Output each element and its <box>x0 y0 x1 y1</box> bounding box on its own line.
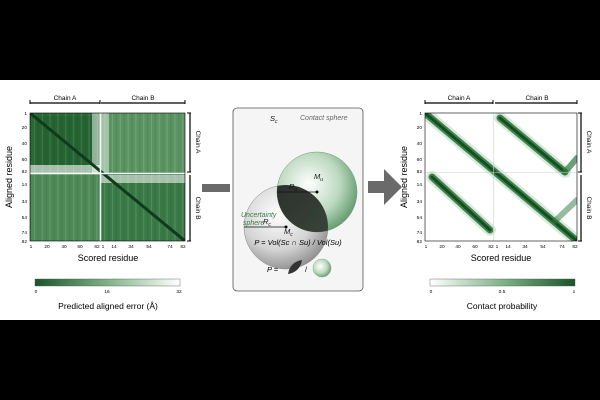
svg-text:60: 60 <box>22 157 28 163</box>
svg-text:0: 0 <box>430 289 433 295</box>
arrow-left-bar <box>202 184 230 192</box>
svg-text:0.5: 0.5 <box>499 289 506 295</box>
svg-text:20: 20 <box>417 125 423 131</box>
svg-text:82: 82 <box>488 244 494 250</box>
svg-text:Ru: Ru <box>289 182 297 193</box>
figure: Chain A Chain B Chain A Chain B <box>0 80 600 320</box>
contact-panel: Chain A Chain B Chain A Chain B 1 20 40 … <box>399 95 592 311</box>
contact-colorbar <box>429 278 576 287</box>
right-x-label: Scored residue <box>471 253 532 263</box>
svg-text:40: 40 <box>455 244 461 250</box>
svg-text:Rc: Rc <box>263 217 271 228</box>
svg-text:40: 40 <box>61 244 67 250</box>
right-y-label: Aligned residue <box>399 146 409 208</box>
contact-sphere-label: Contact sphere <box>300 115 348 122</box>
left-x-ticks: 1 20 40 60 82 1 14 34 54 74 82 <box>30 244 186 250</box>
svg-text:1: 1 <box>102 244 105 250</box>
sphere-diagram-panel: Contact sphere Sc Rc Mc Ru Mu Su Uncerta… <box>232 107 364 292</box>
svg-text:1: 1 <box>419 111 422 117</box>
pae-colorbar-ticks: 0 16 32 <box>35 289 182 295</box>
contact-colorbar-ticks: 0 0.5 1 <box>430 289 576 295</box>
sphere-icon <box>312 258 332 278</box>
svg-text:40: 40 <box>22 141 28 147</box>
svg-text:82: 82 <box>417 239 423 245</box>
svg-text:Mc: Mc <box>284 227 293 238</box>
mu-label: Mu <box>314 172 323 183</box>
right-x-ticks: 1 20 40 60 82 1 14 34 54 74 82 <box>425 244 578 250</box>
svg-text:54: 54 <box>22 215 28 221</box>
su-label: Su <box>310 208 318 219</box>
right-y-ticks: 1 20 40 60 82 14 34 54 74 82 <box>417 111 423 245</box>
svg-text:34: 34 <box>22 199 28 205</box>
svg-text:34: 34 <box>522 244 528 250</box>
svg-text:1: 1 <box>496 244 499 250</box>
r-chain-b-label: Chain B <box>525 95 548 102</box>
chain-b-side-label: Chain B <box>194 196 201 219</box>
svg-text:74: 74 <box>167 244 173 250</box>
svg-text:14: 14 <box>505 244 511 250</box>
svg-text:74: 74 <box>559 244 565 250</box>
sc-label: Sc <box>270 114 278 125</box>
svg-text:82: 82 <box>94 244 100 250</box>
uncertainty-sphere-label-1: Uncertainty <box>241 212 277 219</box>
pae-colorbar <box>34 278 181 287</box>
svg-text:82: 82 <box>417 169 423 175</box>
svg-text:14: 14 <box>417 182 423 188</box>
pae-colorbar-label: Predicted aligned error (Å) <box>58 301 158 311</box>
svg-text:1: 1 <box>24 111 27 117</box>
r-chain-b-side-label: Chain B <box>585 196 592 219</box>
svg-text:1: 1 <box>573 289 576 295</box>
r-chain-a-side-label: Chain A <box>585 131 592 154</box>
overlap-formula: P = Vol(Sc ∩ Su) / Vol(Su) <box>254 238 342 247</box>
svg-text:60: 60 <box>77 244 83 250</box>
svg-text:54: 54 <box>540 244 546 250</box>
svg-text:60: 60 <box>472 244 478 250</box>
p-equals: P = <box>267 265 279 274</box>
pae-frame <box>29 112 186 242</box>
left-y-ticks: 1 20 40 60 82 14 34 54 74 82 <box>22 111 28 245</box>
svg-text:54: 54 <box>417 215 423 221</box>
svg-text:82: 82 <box>22 239 28 245</box>
svg-text:34: 34 <box>417 199 423 205</box>
svg-text:54: 54 <box>146 244 152 250</box>
svg-text:16: 16 <box>104 289 110 295</box>
uncertainty-sphere-label-2: sphere <box>243 220 265 227</box>
r-chain-a-label: Chain A <box>448 95 471 102</box>
arrow-right <box>368 169 402 205</box>
rc-label: Rc <box>263 217 271 228</box>
svg-text:14: 14 <box>111 244 117 250</box>
ru-label: Ru <box>289 182 297 193</box>
svg-text:20: 20 <box>439 244 445 250</box>
svg-text:60: 60 <box>417 157 423 163</box>
svg-text:82: 82 <box>22 169 28 175</box>
svg-text:40: 40 <box>417 141 423 147</box>
left-y-label: Aligned residue <box>4 146 14 208</box>
mc-label: Mc <box>284 227 293 238</box>
pae-panel: Chain A Chain B Chain A Chain B <box>4 95 201 311</box>
svg-text:1: 1 <box>425 244 428 250</box>
svg-text:20: 20 <box>22 125 28 131</box>
slash: / <box>305 265 308 274</box>
contact-colorbar-label: Contact probability <box>467 301 538 311</box>
svg-text:82: 82 <box>572 244 578 250</box>
svg-text:0: 0 <box>35 289 38 295</box>
svg-text:Su: Su <box>310 208 318 219</box>
svg-text:74: 74 <box>22 230 28 236</box>
svg-text:Mu: Mu <box>314 172 323 183</box>
svg-text:20: 20 <box>44 244 50 250</box>
svg-text:32: 32 <box>176 289 182 295</box>
svg-text:1: 1 <box>30 244 33 250</box>
contact-heatmap <box>425 113 577 241</box>
pae-heatmap <box>30 113 185 241</box>
chain-a-side-label: Chain A <box>194 131 201 154</box>
chain-a-label: Chain A <box>54 95 77 102</box>
left-x-label: Scored residue <box>78 253 139 263</box>
svg-text:14: 14 <box>22 182 28 188</box>
lens-icon <box>288 260 302 274</box>
svg-text:Sc: Sc <box>270 114 278 125</box>
chain-b-label: Chain B <box>131 95 154 102</box>
svg-text:34: 34 <box>128 244 134 250</box>
svg-text:82: 82 <box>180 244 186 250</box>
svg-text:74: 74 <box>417 230 423 236</box>
